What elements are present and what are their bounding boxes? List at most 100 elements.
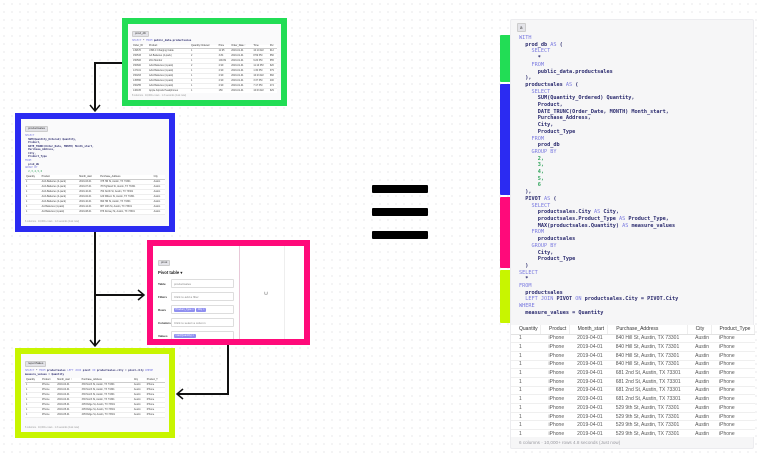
table-cell: Austin (152, 189, 165, 196)
table-cell: iPhone (145, 387, 165, 394)
table-cell: iPhone (711, 334, 755, 344)
table-cell: 620 (268, 63, 277, 70)
code-line: GROUP BY (25, 166, 165, 170)
table-cell: 1 (511, 403, 541, 413)
table-cell: 109.99 (217, 58, 231, 65)
table-cell: 2019-04-01 (569, 334, 608, 344)
table-cell: 529 9th St, Austin, TX 73301 (607, 403, 688, 413)
field-input[interactable]: Product_Type × City × (171, 305, 234, 315)
arrowhead-icon (89, 104, 101, 113)
pivot-cell[interactable]: pivot Pivot table ▾ Table productsales Fil… (147, 240, 310, 345)
table-cell: AAA Batteries (4-pack) (148, 68, 191, 75)
sql-token: ), (519, 189, 532, 196)
table-cell: 2.99 (217, 73, 231, 80)
sql-token: ( (572, 81, 579, 88)
result-table: Quantity Product Month_start Purchase_Addre… (25, 175, 165, 216)
pivot-field-columns: Columns Click to select a column (158, 318, 234, 328)
table-cell: 2019-01-01 (230, 63, 253, 70)
table-cell: iPhone (41, 392, 57, 399)
section-marker-lime (500, 270, 512, 323)
code-line: Product_Type (25, 155, 165, 159)
pivot-field-filters: Filters Click to add a filter (158, 292, 234, 301)
sql-token: LEFT JOIN (67, 368, 82, 372)
table-row: 1 AAA Batteries (4-pack) 2019-10-01 764 Nor… (25, 189, 165, 196)
report-cell[interactable]: reportSales SELECT * FROM productsales L… (15, 348, 175, 438)
table-row: 1 iPhone 2019-05-01 405 Ridge St, Austin, T… (25, 402, 165, 408)
table-cell: 3:37 PM (252, 78, 269, 85)
table-cell: iPhone (711, 368, 755, 378)
table-cell: 887 10th St, Austin, TX 73301 (99, 204, 153, 211)
table-cell: iPhone (41, 412, 57, 418)
table-cell: iPhone (540, 351, 570, 361)
column-header: Quantity (25, 175, 41, 181)
table-row: 1 iPhone 2019-04-01 840 Hill St, Austin, TX… (511, 360, 755, 370)
table-cell: iPhone (711, 377, 755, 387)
table-cell: 11:10 PM (252, 63, 269, 70)
code-line: SELECT (25, 134, 165, 138)
prod-db-cell[interactable]: prod_db SELECT * FROM public_data.produc… (122, 18, 287, 106)
table-cell: 2019-04-01 (56, 397, 81, 404)
equals-bar (372, 231, 428, 239)
table-cell: 1 (25, 199, 41, 206)
field-label: Filters (158, 294, 168, 299)
code-line: 2, (519, 156, 678, 163)
table-cell: 2019-03-01 (78, 179, 100, 186)
table-cell: 2019-05-01 (56, 407, 81, 413)
table-cell: Austin (687, 360, 712, 370)
sql-token: City, (519, 249, 554, 256)
field-input[interactable]: Click to add a filter (171, 292, 234, 301)
column-header: Product (41, 378, 57, 384)
field-input[interactable]: productsales (171, 279, 234, 288)
table-row: 1 AAA Batteries (4-pack) 2019-02-01 120 Wil… (25, 194, 165, 201)
code-line: productsales AS ( (519, 82, 678, 89)
code-line: SELECT (519, 203, 678, 210)
sql-query: SELECT SUM(Quantity_Ordered) Quantity, P… (25, 134, 165, 174)
sql-token: ( (550, 195, 557, 202)
sql-token: AS (593, 209, 601, 216)
table-cell: 336 North St, Austin, TX 73301 (80, 387, 133, 394)
code-line: prod_db (519, 142, 678, 149)
arrowhead-icon (137, 289, 146, 301)
sql-token: Product_Type (519, 256, 576, 263)
table-cell: 1 (190, 73, 218, 80)
result-table: Quantity Product Month_start ↑ Purchase_Add… (25, 378, 165, 418)
table-cell: iPhone (41, 387, 57, 394)
cell-name-chip: reportSales (25, 360, 47, 367)
table-cell: AA Batteries (4-pack) (40, 209, 79, 216)
table-cell: 8:59 PM (252, 53, 269, 60)
arrowhead-icon (175, 388, 184, 400)
column-header: Order_Date ↑ (230, 44, 253, 50)
equals-bar (372, 185, 428, 193)
sql-token: MAX(productsales.Quantity) (519, 222, 623, 229)
table-cell: 145650 (132, 78, 149, 85)
table-cell: 2019-01-01 (230, 68, 253, 75)
code-line: * (519, 55, 678, 62)
table-cell: 1 (25, 412, 42, 418)
sql-token: 2,3,4,5,6 (25, 169, 43, 173)
column-header: Product (40, 175, 79, 181)
table-cell: 149670 (132, 48, 149, 55)
code-line: public_data.productsales (519, 69, 678, 76)
field-input[interactable]: Click to select a column (171, 318, 234, 328)
table-cell: 1 (511, 377, 541, 387)
table-cell: 1 (511, 351, 541, 361)
combined-sql-cell[interactable]: a WITH prod_db AS ( SELECT * FROM public… (510, 19, 755, 449)
pivot-title[interactable]: Pivot table ▾ (158, 270, 183, 275)
table-cell: Austin (687, 412, 712, 422)
table-cell: 2019-10-01 (78, 189, 100, 196)
code-line: City, (519, 122, 678, 129)
table-row: 1 iPhone 2019-05-01 405 Ridge St, Austin, T… (25, 407, 165, 413)
table-cell: 120 Wilson St, Austin, TX 73301 (99, 194, 153, 201)
sql-token: Purchase_Address, (519, 115, 591, 122)
sql-token: City, (25, 151, 36, 155)
field-input[interactable]: max(Quantity) × (171, 331, 234, 339)
column-header: Quantity Ordered (190, 44, 218, 50)
productsales-cell[interactable]: productsales SELECT SUM(Quantity_Ordered… (15, 113, 175, 232)
table-cell: 150600 (132, 63, 149, 70)
sql-token: GROUP BY (25, 166, 38, 170)
table-cell: Austin (152, 209, 165, 216)
table-cell: Apple Airpods Headphones (148, 88, 191, 93)
table-row: 147101 AAA Batteries (4-pack) 1 2.99 2019-01… (132, 68, 277, 75)
code-line: PIVOT AS ( (519, 196, 678, 203)
sql-editor[interactable]: WITH prod_db AS ( SELECT * FROM public_d… (519, 35, 678, 317)
